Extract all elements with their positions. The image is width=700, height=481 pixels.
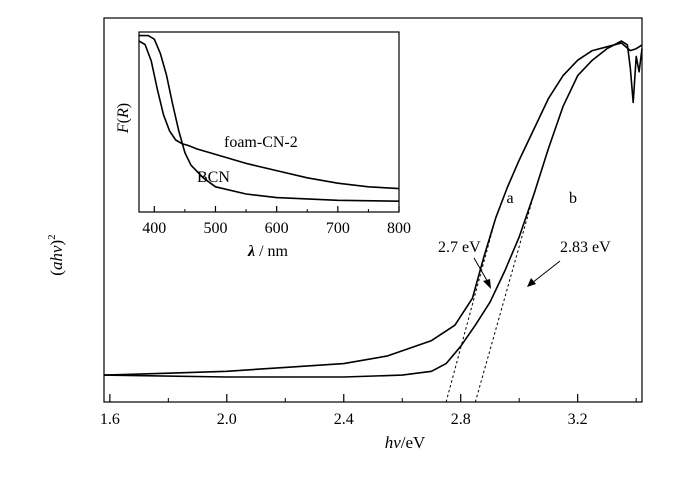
inset-x-tick-label: 700 — [326, 220, 350, 237]
inset-series-line-bcn — [139, 34, 400, 202]
inset-x-tick-label: 600 — [265, 220, 289, 237]
main-x-tick-label: 3.2 — [568, 411, 588, 428]
main-tangent-lines — [445, 194, 535, 403]
y-label-exp: 2 — [46, 234, 58, 240]
tangent-b — [474, 194, 535, 403]
main-series-line-b — [103, 40, 643, 378]
main-y-axis-label: (ahv)2 — [46, 234, 66, 275]
arrow-a — [473, 257, 490, 285]
main-chart: 1.6 2.0 2.4 2.8 3.2 hv/eV (ahv)2 a b 2.7 eV … — [46, 17, 643, 452]
inset-series-line-foam-cn-2 — [138, 40, 400, 190]
inset-chart: 400 500 600 700 800 F(R) λ / nm foam-CN-2 BC… — [115, 31, 411, 260]
inset-x-tick-label: 800 — [387, 220, 411, 237]
main-x-ticks: 1.6 2.0 2.4 2.8 3.2 — [100, 394, 637, 428]
curve-label-a: a — [506, 190, 513, 207]
y-label-paren-open: ( — [47, 270, 66, 276]
y-label-paren-close: ) — [47, 240, 66, 246]
y-label-ahv: ahv — [47, 245, 66, 270]
x-label-unit: /eV — [401, 433, 426, 452]
arrow-b — [531, 260, 561, 284]
arrow-b-head — [527, 278, 536, 287]
inset-x-tick-label: 400 — [142, 220, 166, 237]
main-plot-frame — [103, 17, 643, 403]
x-label-hv: hv — [385, 433, 402, 452]
arrow-a-head — [483, 279, 491, 289]
main-x-tick-label: 2.4 — [334, 411, 354, 428]
inset-x-axis-label: λ / nm — [247, 243, 289, 260]
inset-plot-frame — [138, 31, 400, 213]
inset-series-label-foam: foam-CN-2 — [224, 134, 298, 151]
main-x-axis-label: hv/eV — [385, 433, 426, 452]
main-x-tick-label: 2.8 — [451, 411, 471, 428]
bandgap-label-b: 2.83 eV — [560, 239, 611, 256]
inset-series — [138, 34, 400, 202]
inset-x-ticks: 400 500 600 700 800 — [142, 206, 411, 237]
tangent-a — [445, 217, 497, 403]
inset-y-axis-label: F(R) — [115, 103, 132, 134]
curve-label-b: b — [569, 190, 577, 207]
main-series — [103, 40, 643, 378]
inset-series-label-bcn: BCN — [197, 169, 230, 186]
inset-background — [139, 32, 399, 212]
main-x-tick-label: 2.0 — [217, 411, 237, 428]
bandgap-label-a: 2.7 eV — [438, 239, 481, 256]
inset-x-tick-label: 500 — [203, 220, 227, 237]
main-x-tick-label: 1.6 — [100, 411, 120, 428]
